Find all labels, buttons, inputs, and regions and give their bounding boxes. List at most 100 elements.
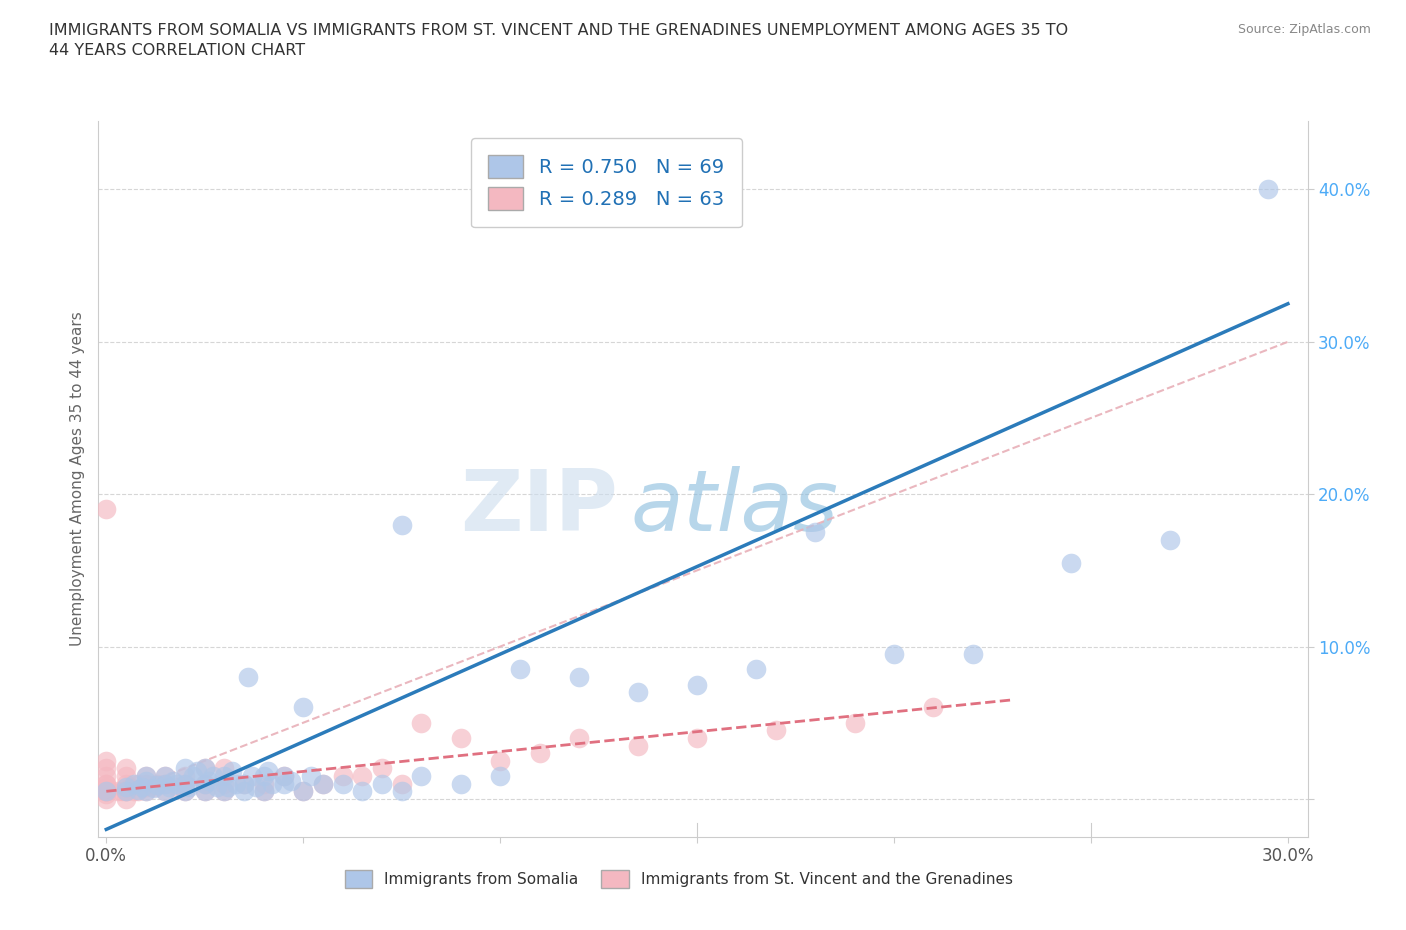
Point [96,784,118,799]
Point [509,662,531,677]
Point [96,777,118,791]
Point [122,784,145,799]
Point [131,779,153,794]
Point [115,779,138,794]
Point [253,784,276,799]
Point [162,773,184,788]
Point [155,768,177,783]
Point [312,777,335,791]
Legend: Immigrants from Somalia, Immigrants from St. Vincent and the Grenadines: Immigrants from Somalia, Immigrants from… [339,864,1019,894]
Point [233,777,256,791]
Point [107,784,129,799]
Point [127,782,149,797]
Point [96,768,118,783]
Point [201,768,224,783]
Point [411,715,433,730]
Point [194,761,217,776]
Point [804,525,827,539]
Point [111,784,134,799]
Point [686,677,709,692]
Point [217,779,239,794]
Point [1257,182,1279,197]
Point [253,777,276,791]
Point [174,768,197,783]
Point [142,779,165,794]
Point [371,777,394,791]
Text: IMMIGRANTS FROM SOMALIA VS IMMIGRANTS FROM ST. VINCENT AND THE GRENADINES UNEMPL: IMMIGRANTS FROM SOMALIA VS IMMIGRANTS FR… [49,23,1069,58]
Point [135,779,157,794]
Point [529,746,551,761]
Point [312,777,335,791]
Point [96,787,118,802]
Point [155,777,177,791]
Point [745,662,768,677]
Text: ZIP: ZIP [461,466,619,549]
Point [221,764,243,779]
Point [174,784,197,799]
Point [166,779,188,794]
Point [127,777,149,791]
Point [450,731,472,746]
Point [96,779,118,794]
Point [177,779,200,794]
Point [174,777,197,791]
Point [568,731,591,746]
Point [118,779,141,794]
Point [186,764,208,779]
Point [96,753,118,768]
Point [214,768,236,783]
Point [273,768,295,783]
Point [155,784,177,799]
Point [115,784,138,799]
Point [142,781,165,796]
Point [166,777,188,791]
Point [253,784,276,799]
Point [245,779,267,794]
Point [135,784,157,799]
Point [115,777,138,791]
Point [411,768,433,783]
Point [96,784,118,799]
Point [194,761,217,776]
Point [174,761,197,776]
Point [135,784,157,799]
Point [174,777,197,791]
Point [194,784,217,799]
Point [260,777,283,791]
Point [332,777,354,791]
Point [225,777,247,791]
Point [568,670,591,684]
Point [135,768,157,783]
Point [96,791,118,806]
Point [96,502,118,517]
Point [686,731,709,746]
Point [489,753,512,768]
Point [155,777,177,791]
Point [146,777,169,791]
Point [127,784,149,799]
Point [214,761,236,776]
Point [280,773,302,788]
Point [332,768,354,783]
Point [115,784,138,799]
Point [391,784,413,799]
Point [194,784,217,799]
Point [214,784,236,799]
Point [627,738,650,753]
Point [155,768,177,783]
Point [391,517,413,532]
Point [197,773,219,788]
Point [844,715,866,730]
Point [292,700,315,715]
Point [96,784,118,799]
Point [96,777,118,791]
Y-axis label: Unemployment Among Ages 35 to 44 years: Unemployment Among Ages 35 to 44 years [69,312,84,646]
Point [371,761,394,776]
Point [214,777,236,791]
Point [96,761,118,776]
Point [253,768,276,783]
Point [236,670,259,684]
Point [765,723,787,737]
Point [174,784,197,799]
Point [292,784,315,799]
